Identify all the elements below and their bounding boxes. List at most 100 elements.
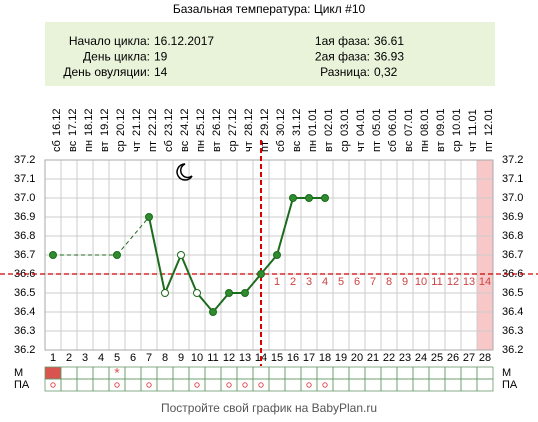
y-tick-label: 37.2: [14, 154, 35, 166]
weekday: пт: [147, 141, 159, 152]
info-label: День цикла:: [83, 50, 150, 64]
pa-mark: [194, 382, 200, 388]
menstruation-cell: [45, 367, 61, 379]
x-tick-label: 24: [415, 352, 427, 364]
cell: [252, 378, 270, 392]
moon-icon: [176, 163, 193, 181]
info-label: 1ая фаза:: [315, 34, 370, 48]
cell: [460, 366, 478, 380]
weekday: вс: [179, 140, 191, 152]
date: 11.01: [467, 109, 479, 136]
cell: [412, 366, 430, 380]
luteal-day: 11: [431, 276, 442, 288]
cell: [188, 366, 206, 380]
weekday: пн: [83, 140, 95, 152]
cell: [252, 366, 270, 380]
date: 01.01: [307, 108, 319, 136]
date: 09.01: [435, 108, 447, 136]
weekday: вт: [435, 141, 447, 152]
x-tick-label: 6: [130, 352, 136, 364]
cell: [364, 378, 382, 392]
x-tick-label: 25: [431, 352, 443, 364]
cell: [268, 378, 286, 392]
temperature-point: [273, 251, 281, 259]
weekday: чт: [467, 141, 479, 152]
cell: [124, 378, 142, 392]
cell: [428, 366, 446, 380]
weekday: пт: [483, 141, 495, 152]
weekday: вт: [323, 141, 335, 152]
cell: [92, 378, 110, 392]
weekday: чт: [355, 141, 367, 152]
info-label: Начало цикла:: [69, 34, 150, 48]
y-tick-label-right: 36.8: [502, 230, 523, 242]
cell: [284, 366, 302, 380]
chart-title: Базальная температура: Цикл #10: [173, 2, 366, 16]
y-tick-label-right: 37.0: [502, 192, 523, 204]
x-tick-label: 22: [383, 352, 395, 364]
cell: [236, 378, 254, 392]
cell: [332, 378, 350, 392]
date: 10.01: [451, 108, 463, 136]
cell: [220, 366, 238, 380]
cell: [444, 366, 462, 380]
cell: [76, 366, 94, 380]
x-tick-label: 20: [351, 352, 363, 364]
luteal-day: 9: [402, 276, 408, 288]
date: 31.12: [291, 108, 303, 136]
x-tick-label: 2: [66, 352, 72, 364]
cell: [316, 366, 334, 380]
y-tick-label-right: 36.7: [502, 249, 523, 261]
row-label: ПА: [14, 379, 30, 391]
weekday: чт: [131, 141, 143, 152]
x-tick-label: 18: [319, 352, 331, 364]
date: 07.01: [403, 108, 415, 136]
weekday: пн: [419, 140, 431, 152]
footer: Постройте свой график на BabyPlan.ru: [161, 401, 377, 415]
weekday: вт: [99, 141, 111, 152]
temperature-point: [177, 251, 185, 259]
weekday: ср: [339, 140, 351, 152]
cell: [396, 378, 414, 392]
date: 27.12: [227, 108, 239, 136]
weekday: пн: [307, 140, 319, 152]
y-tick-label-right: 36.5: [502, 287, 523, 299]
x-tick-label: 7: [146, 352, 152, 364]
luteal-day: 2: [290, 276, 296, 288]
cell: [124, 366, 142, 380]
m-mark: *: [114, 365, 120, 381]
cell: [172, 366, 190, 380]
cell: [300, 366, 318, 380]
luteal-day: 14: [479, 276, 491, 288]
date: 18.12: [83, 108, 95, 136]
info-label: День овуляции:: [63, 65, 150, 79]
info-label: 2ая фаза:: [315, 50, 370, 64]
date: 02.01: [323, 108, 335, 136]
cell: [428, 378, 446, 392]
y-tick-label: 36.2: [14, 344, 35, 356]
weekday: ср: [227, 140, 239, 152]
luteal-day: 4: [322, 276, 328, 288]
weekday: чт: [243, 141, 255, 152]
luteal-day: 12: [447, 276, 459, 288]
info-label: Разница:: [320, 65, 370, 79]
info-box: [45, 22, 495, 86]
cell: [348, 366, 366, 380]
luteal-day: 8: [386, 276, 392, 288]
info-value: 0,32: [374, 65, 398, 79]
x-tick-label: 5: [114, 352, 120, 364]
luteal-day: 5: [338, 276, 344, 288]
cell: [236, 366, 254, 380]
y-tick-label: 36.4: [14, 306, 35, 318]
row-label: М: [14, 367, 23, 379]
x-tick-label: 16: [287, 352, 299, 364]
date: 21.12: [131, 108, 143, 136]
temperature-point: [225, 289, 233, 297]
cell: [60, 378, 78, 392]
temperature-point: [145, 213, 153, 221]
temperature-point: [49, 251, 57, 259]
luteal-day: 7: [370, 276, 376, 288]
info-value: 16.12.2017: [154, 34, 214, 48]
y-tick-label: 36.8: [14, 230, 35, 242]
x-tick-label: 13: [239, 352, 251, 364]
